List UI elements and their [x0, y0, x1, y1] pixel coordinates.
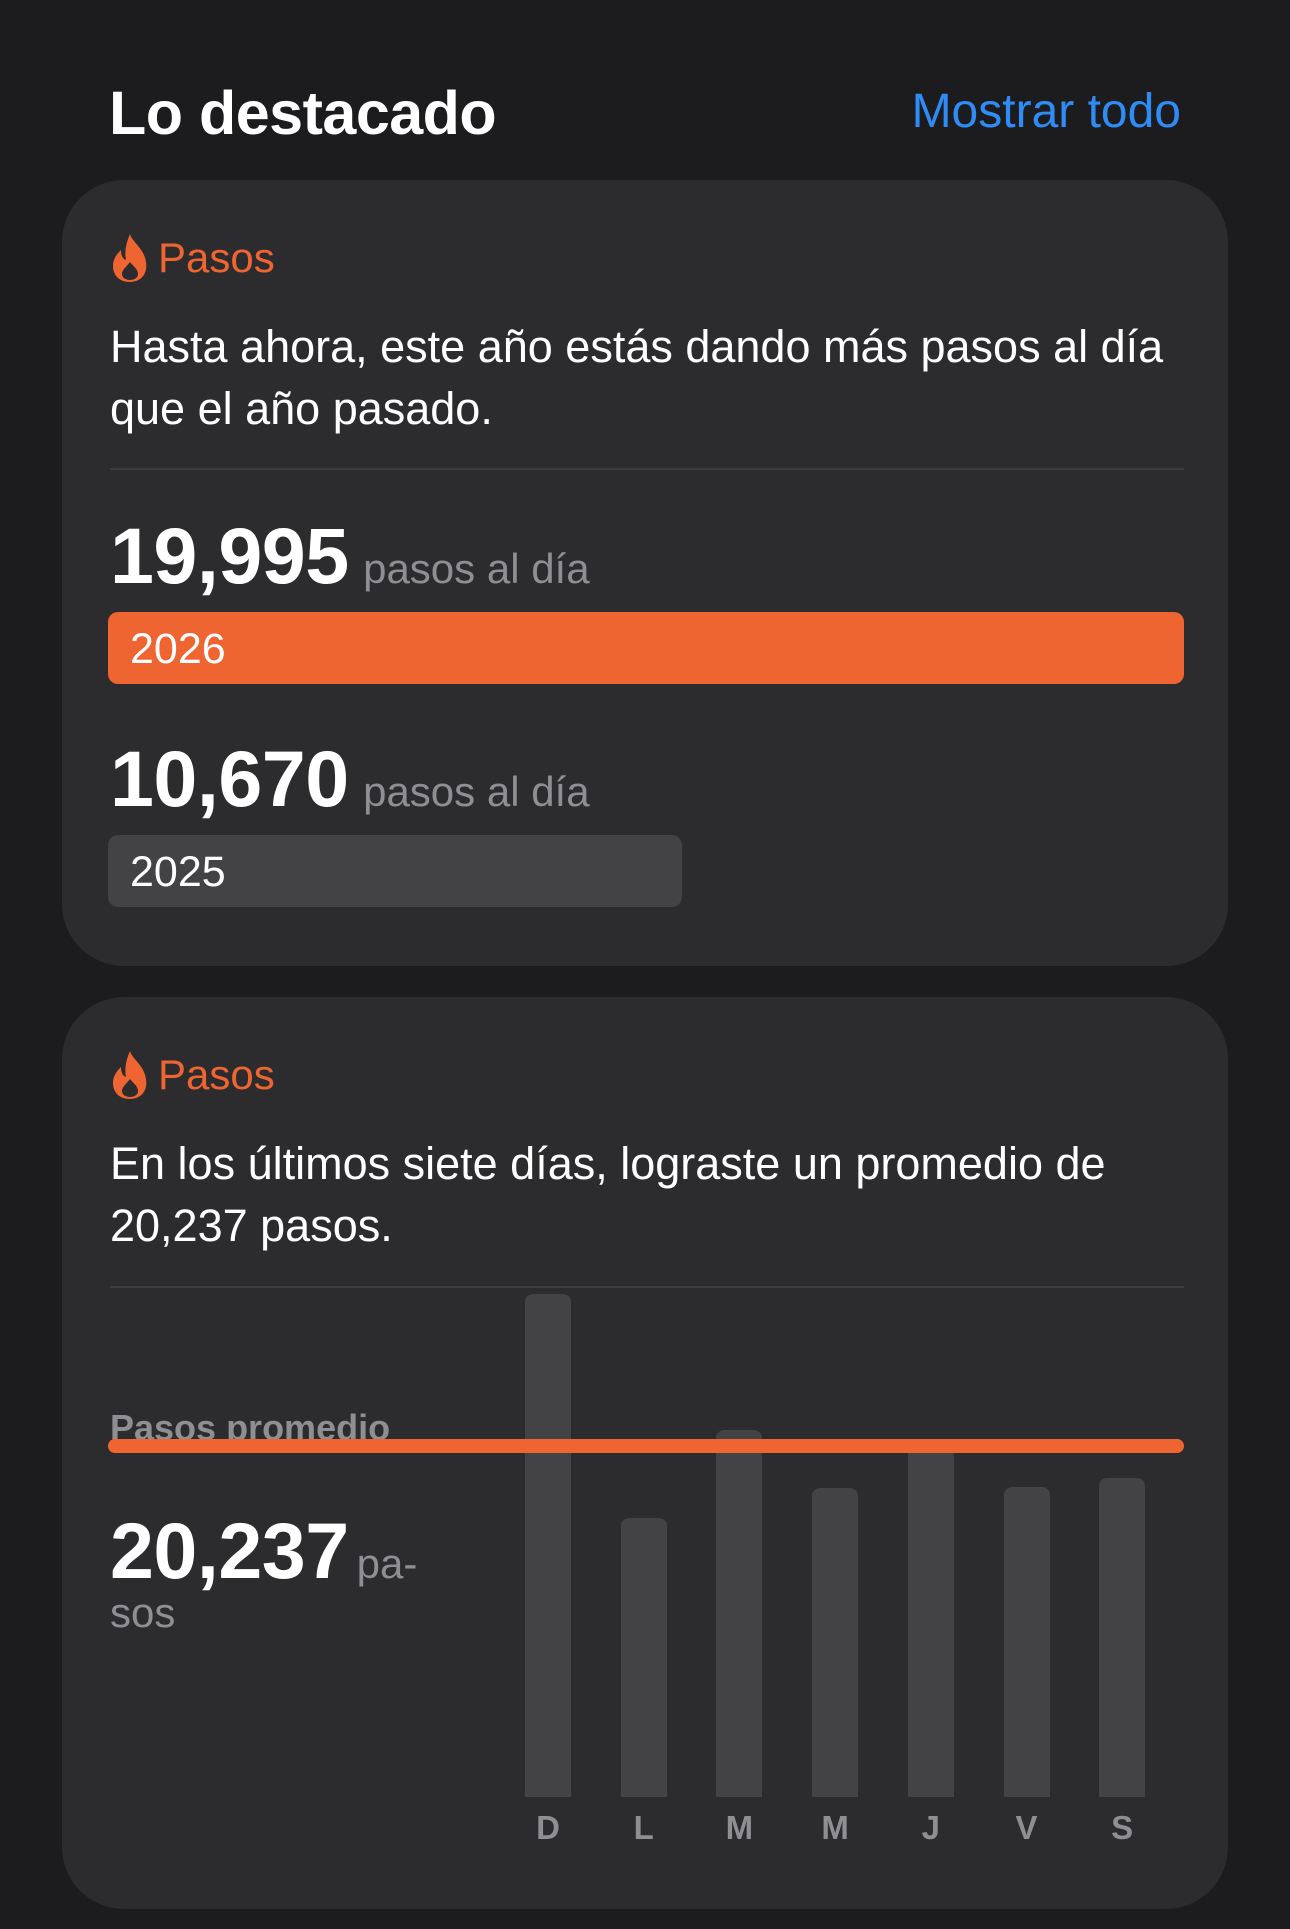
- card-label: Pasos: [158, 234, 275, 281]
- stat-current-year: 19,995 pasos al día: [110, 510, 590, 602]
- card-description: En los últimos siete días, lograste un p…: [110, 1138, 1106, 1251]
- year-label: 2026: [130, 625, 226, 673]
- average-value: 20,237: [110, 1506, 349, 1595]
- highlight-card-weekly-steps[interactable]: Pasos En los últimos siete días, lograst…: [62, 997, 1228, 1909]
- chart-bar-5: [1003, 1486, 1050, 1797]
- highlight-card-yearly-steps[interactable]: Pasos Hasta ahora, este año estás dando …: [62, 180, 1228, 966]
- chart-tick-label-2: M: [725, 1809, 754, 1846]
- stat-value: 10,670: [110, 734, 349, 823]
- flame-icon: [113, 234, 147, 282]
- stat-unit: pasos al día: [363, 545, 590, 592]
- year-bar-current: 2026: [108, 612, 1184, 684]
- card-description: Hasta ahora, este año estás dando más pa…: [110, 321, 1164, 434]
- stat-unit: pasos al día: [363, 768, 590, 815]
- chart-tick-label-5: V: [1015, 1809, 1038, 1846]
- card-label: Pasos: [158, 1051, 275, 1098]
- chart-tick-label-1: L: [633, 1809, 654, 1846]
- flame-icon: [113, 1051, 147, 1099]
- chart-bar-1: [620, 1517, 667, 1797]
- section-header: Lo destacado Mostrar todo: [109, 70, 1181, 152]
- stat-value: 19,995: [110, 511, 349, 600]
- chart-bar-6: [1099, 1478, 1146, 1797]
- chart-tick-label-6: S: [1111, 1809, 1134, 1846]
- show-all-link[interactable]: Mostrar todo: [911, 85, 1181, 138]
- stat-previous-year: 10,670 pasos al día: [110, 733, 590, 825]
- chart-tick-label-0: D: [536, 1809, 560, 1846]
- average-value-block: 20,237 pa- sos: [110, 1505, 470, 1637]
- average-line: [108, 1439, 1184, 1454]
- divider: [110, 1286, 1184, 1288]
- average-unit-continued: sos: [110, 1589, 176, 1636]
- chart-bar-0: [525, 1294, 571, 1797]
- chart-bar-3: [812, 1488, 859, 1797]
- average-unit: pa-: [356, 1540, 418, 1587]
- year-label: 2025: [130, 848, 226, 896]
- chart-tick-label-4: J: [921, 1809, 940, 1846]
- divider: [110, 468, 1184, 470]
- section-title: Lo destacado: [109, 79, 497, 147]
- year-bar-previous: 2025: [108, 835, 682, 907]
- chart-tick-label-3: M: [821, 1809, 849, 1846]
- chart-bar-4: [907, 1443, 954, 1797]
- chart-bar-2: [716, 1429, 763, 1797]
